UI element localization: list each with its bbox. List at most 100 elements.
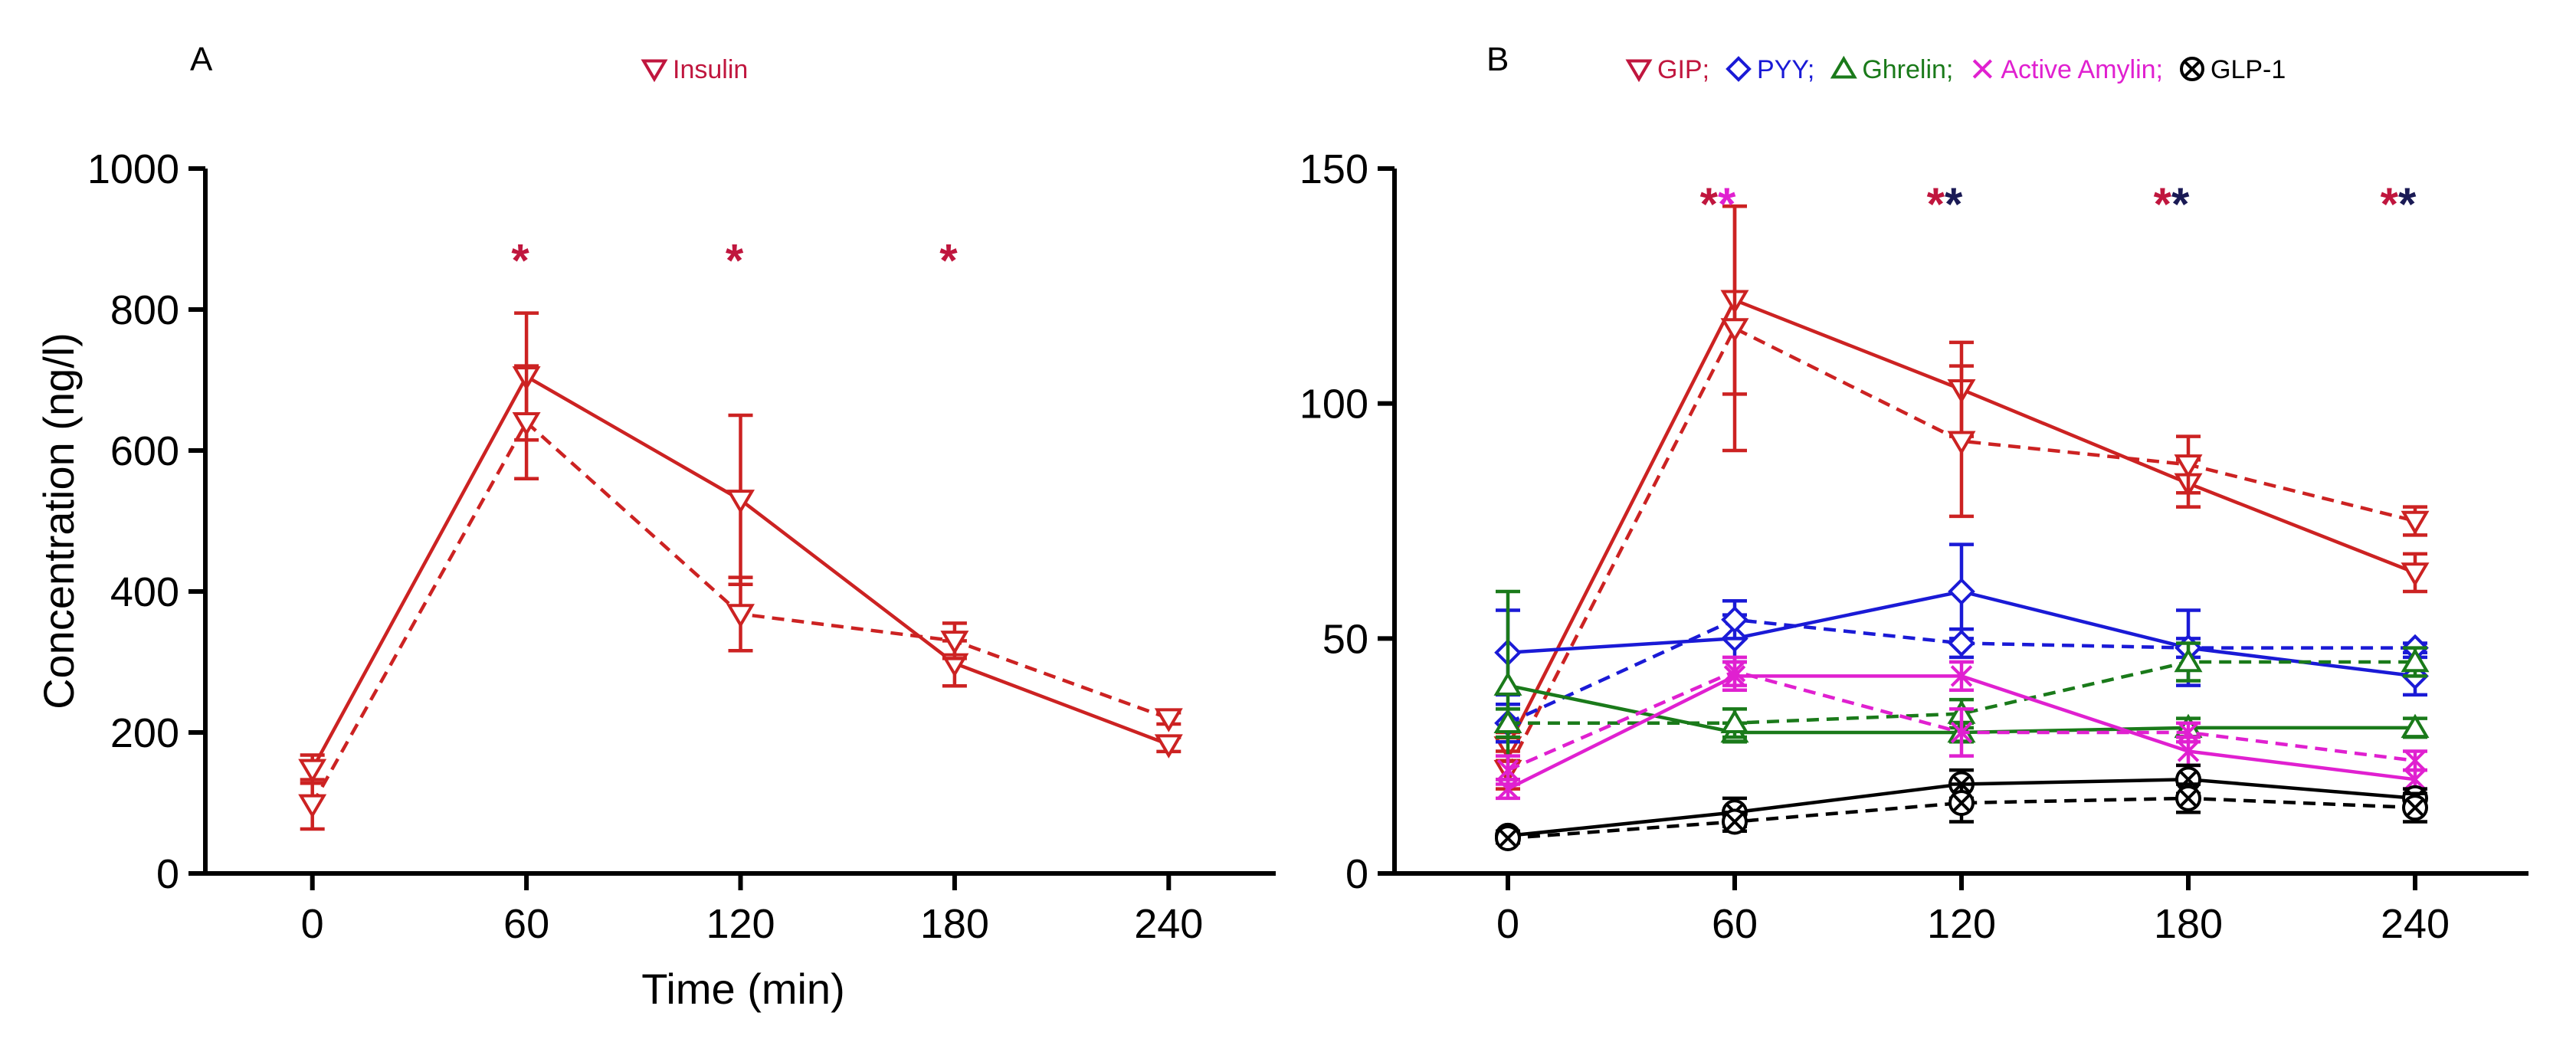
x-axis-title: Time (min) <box>641 965 844 1013</box>
x-tick-label: 120 <box>1927 901 1996 947</box>
y-tick-label: 100 <box>1299 382 1368 428</box>
legend-label-gip: GIP; <box>1657 55 1709 84</box>
series-line-pyy-dashed <box>1507 618 2415 725</box>
x-tick-label: 180 <box>920 901 989 947</box>
x-tick-label: 0 <box>301 901 324 947</box>
y-tick-label: 0 <box>156 851 179 897</box>
significance-star: * <box>939 234 958 286</box>
significance-marker: * <box>511 234 529 286</box>
data-point-triangle-down <box>2401 562 2430 587</box>
series-glp-1-dashed <box>1495 782 2429 851</box>
data-point-x <box>1723 660 1746 683</box>
data-point-circle-x <box>2402 795 2429 821</box>
data-point-triangle-up <box>1493 671 1522 696</box>
significance-star: * <box>2171 179 2190 230</box>
data-point-triangle-down <box>298 794 327 819</box>
data-point-diamond <box>1948 629 1975 657</box>
x-tick-label: 60 <box>503 901 549 947</box>
significance-marker: * <box>726 234 744 286</box>
y-tick-label: 50 <box>1322 616 1368 662</box>
x-tick-label: 240 <box>1134 901 1203 947</box>
y-tick-label: 400 <box>110 569 179 615</box>
y-tick-label: 0 <box>1345 851 1368 897</box>
legend-marker-circle-x <box>2180 57 2205 81</box>
significance-star: * <box>1945 179 1963 230</box>
x-tick-label: 0 <box>1496 901 1519 947</box>
data-point-x <box>2177 721 2200 744</box>
x-tick-label: 180 <box>2154 901 2223 947</box>
series-insulin-solid <box>298 311 1183 785</box>
legend-marker-diamond <box>1726 56 1752 82</box>
significance-star: * <box>2154 179 2172 230</box>
significance-marker: ** <box>2154 179 2190 230</box>
significance-star: * <box>726 234 744 286</box>
data-point-x <box>2177 740 2200 762</box>
legend-label-insulin: Insulin <box>673 55 748 84</box>
y-tick-label: 800 <box>110 287 179 333</box>
significance-marker: ** <box>2381 179 2417 230</box>
series-active-amylin-dashed <box>1496 655 2427 786</box>
legend-label-pyy: PYY; <box>1757 55 1814 84</box>
data-point-x <box>1950 721 1973 744</box>
series-line-glp-1-dashed <box>1507 796 2416 840</box>
data-point-x <box>1950 665 1973 687</box>
significance-star: * <box>511 234 529 286</box>
series-insulin-dashed <box>298 364 1183 831</box>
x-tick-label: 240 <box>2381 901 2450 947</box>
significance-marker: ** <box>1927 179 1963 230</box>
data-point-triangle-down <box>1154 734 1183 759</box>
y-tick-label: 200 <box>110 710 179 756</box>
series-gip-dashed <box>1493 204 2430 791</box>
significance-star: * <box>2398 179 2417 230</box>
data-point-triangle-down <box>726 604 755 628</box>
data-point-triangle-up <box>1493 709 1522 733</box>
data-point-triangle-down <box>1720 318 1749 342</box>
data-point-triangle-down <box>940 631 969 655</box>
data-point-x <box>2404 768 2427 791</box>
significance-marker: * <box>939 234 958 286</box>
data-point-triangle-up <box>2401 713 2430 739</box>
legend-marker-x <box>1972 59 1992 79</box>
data-point-triangle-down <box>2401 510 2430 536</box>
legend: GIP; PYY; Ghrelin; Active Amylin; GLP-1 <box>1625 55 2286 84</box>
data-point-triangle-down <box>512 411 541 437</box>
data-point-triangle-down <box>298 759 327 784</box>
y-tick-label: 1000 <box>87 146 179 192</box>
data-point-triangle-down <box>726 490 755 514</box>
data-point-circle-x <box>1948 790 1975 816</box>
data-point-circle-x <box>1495 825 1522 851</box>
significance-star: * <box>1927 179 1945 230</box>
data-point-triangle-down <box>1947 431 1976 455</box>
data-point-diamond <box>1721 605 1748 634</box>
data-point-diamond <box>1948 578 1975 605</box>
x-tick-label: 60 <box>1712 901 1758 947</box>
y-tick-label: 150 <box>1299 146 1368 192</box>
data-point-x <box>1496 759 1519 782</box>
series-line-ghrelin-dashed <box>1508 660 2415 725</box>
panel-label: B <box>1486 41 1509 78</box>
significance-star: * <box>2381 179 2399 230</box>
legend-marker-triangle-down <box>641 59 668 83</box>
data-point-circle-x <box>1722 808 1748 835</box>
panel-label: A <box>190 41 213 78</box>
significance-marker: ** <box>1700 179 1736 230</box>
data-point-triangle-up <box>2401 647 2430 673</box>
y-axis-title: Concentration (ng/l) <box>34 333 83 709</box>
legend-label-active-amylin: Active Amylin; <box>2001 55 2163 84</box>
x-tick-label: 120 <box>706 901 775 947</box>
data-point-triangle-up <box>1720 709 1749 733</box>
panel-a: A 0 200 400 600 800 1000 0 60 120 180 240 Concentrat… <box>34 41 1276 1013</box>
data-point-x <box>1496 778 1519 800</box>
data-point-triangle-down <box>2174 454 2203 479</box>
significance-star: * <box>1700 179 1719 230</box>
data-point-circle-x <box>2175 785 2202 811</box>
legend-label-ghrelin: Ghrelin; <box>1862 55 1953 84</box>
significance-star: * <box>1718 179 1736 230</box>
legend: Insulin <box>641 55 748 84</box>
legend-marker-triangle-up <box>1830 55 1857 79</box>
legend-label-glp-1: GLP-1 <box>2211 55 2286 84</box>
data-point-x <box>2404 749 2427 772</box>
data-point-triangle-down <box>1154 708 1183 732</box>
